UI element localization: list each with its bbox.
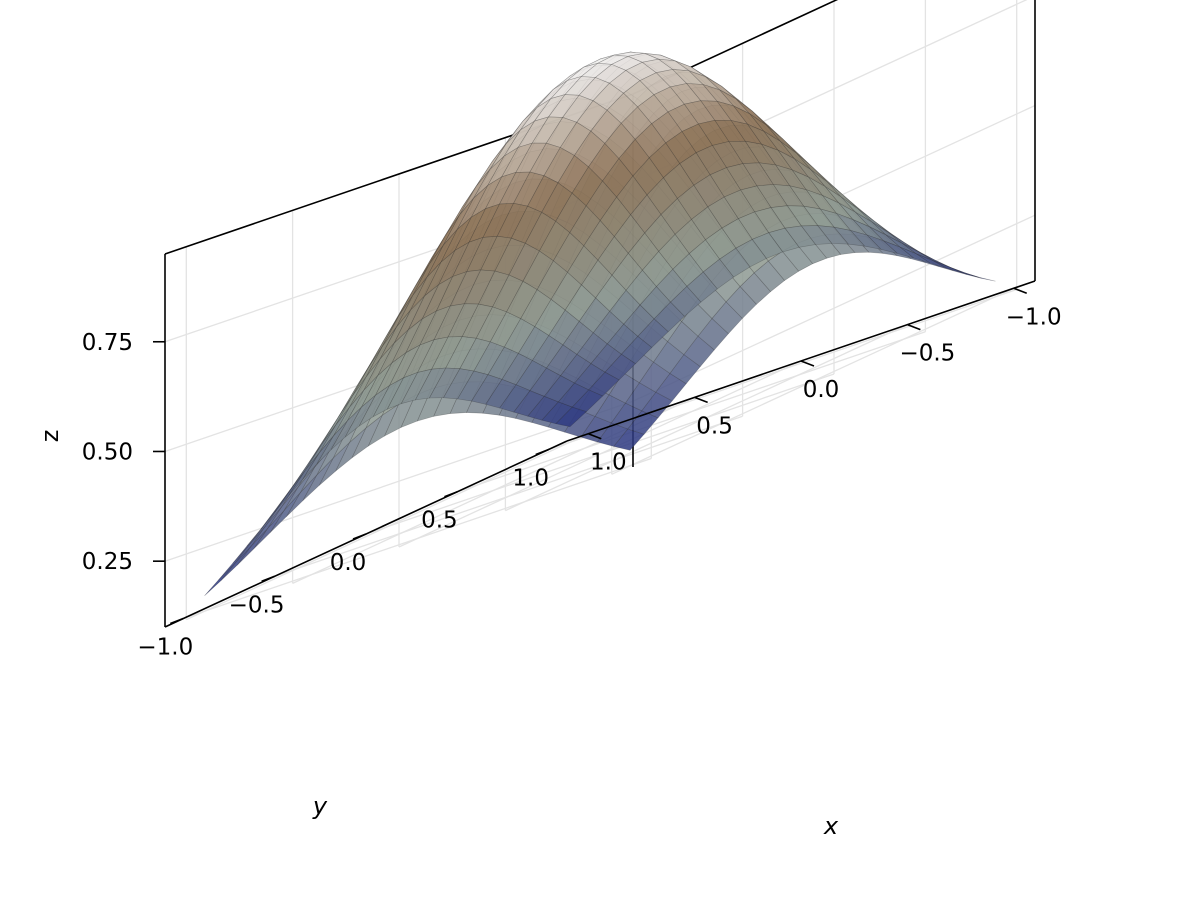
y-tick-label: 0.0 bbox=[803, 377, 840, 403]
y-tick-label: 0.5 bbox=[696, 413, 733, 439]
grid-line-z-wall-x bbox=[632, 214, 1036, 402]
grid-line-y-floor bbox=[398, 360, 802, 548]
x-tick-mark bbox=[535, 448, 550, 456]
z-tick-label: 0.25 bbox=[82, 549, 133, 575]
x-tick-mark bbox=[169, 617, 184, 625]
z-tick-label: 0.75 bbox=[82, 330, 133, 356]
y-tick-mark bbox=[1013, 287, 1028, 295]
y-axis-title: y bbox=[312, 792, 328, 820]
x-tick-label: −0.5 bbox=[229, 592, 285, 618]
surface-cell bbox=[555, 406, 587, 428]
grid-line-y-floor bbox=[186, 433, 589, 621]
y-tick-mark bbox=[587, 432, 602, 440]
x-tick-mark bbox=[444, 490, 458, 498]
y-axis: −1.0 −0.5 0.0 0.5 1.0 bbox=[587, 287, 1062, 476]
y-tick-mark bbox=[907, 323, 921, 331]
x-tick-mark bbox=[352, 533, 367, 540]
z-axis: 0.25 0.50 0.75 bbox=[82, 330, 165, 575]
z-tick-label: 0.50 bbox=[82, 440, 133, 466]
y-tick-label: 1.0 bbox=[590, 450, 627, 476]
x-tick-label: 0.0 bbox=[330, 550, 367, 576]
grid-line-y-floor bbox=[611, 287, 1014, 475]
x-axis-title: x bbox=[823, 812, 839, 840]
grid-line-y-floor bbox=[505, 324, 908, 512]
y-tick-mark bbox=[800, 360, 815, 367]
box-edge-top-x bbox=[632, 0, 839, 95]
x-tick-label: 0.5 bbox=[421, 508, 458, 534]
z-axis-title: z bbox=[36, 430, 64, 443]
surface bbox=[204, 51, 996, 597]
y-tick-label: −0.5 bbox=[899, 341, 955, 367]
x-tick-label: 1.0 bbox=[512, 466, 549, 492]
x-axis: −1.0 −0.5 0.0 0.5 1.0 bbox=[137, 448, 550, 661]
x-tick-label: −1.0 bbox=[137, 635, 193, 661]
y-tick-mark bbox=[694, 396, 708, 404]
y-tick-label: −1.0 bbox=[1006, 304, 1062, 330]
x-tick-mark bbox=[261, 575, 275, 583]
